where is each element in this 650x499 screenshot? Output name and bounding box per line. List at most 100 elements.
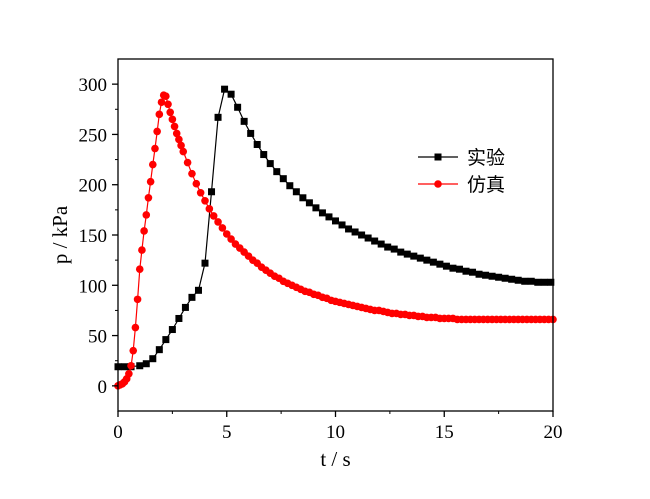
data-point xyxy=(547,278,555,286)
x-tick-label: 5 xyxy=(222,422,232,443)
data-point xyxy=(273,168,281,176)
data-point xyxy=(149,160,157,169)
y-tick-label: 250 xyxy=(79,125,108,146)
series-1 xyxy=(114,91,557,390)
data-point xyxy=(208,188,216,196)
data-point xyxy=(397,248,405,256)
data-point xyxy=(157,98,166,107)
data-point xyxy=(292,188,300,196)
x-tick-label: 15 xyxy=(435,422,454,443)
data-point xyxy=(462,267,470,275)
data-point xyxy=(429,258,437,266)
data-point xyxy=(125,369,133,378)
data-point xyxy=(403,250,411,258)
data-point xyxy=(127,361,135,370)
data-point xyxy=(540,278,548,286)
data-point xyxy=(332,217,339,225)
data-point xyxy=(345,225,353,233)
data-point xyxy=(144,193,153,202)
data-point xyxy=(416,254,424,262)
legend-marker xyxy=(434,153,442,161)
data-point xyxy=(227,90,235,98)
data-point xyxy=(534,278,542,286)
y-tick-label: 150 xyxy=(79,226,108,247)
data-point xyxy=(133,295,142,304)
data-point xyxy=(240,117,248,125)
legend-marker xyxy=(434,180,442,188)
data-point xyxy=(170,122,179,131)
data-point xyxy=(188,169,196,178)
x-axis-title: t / s xyxy=(320,447,350,471)
y-tick-label: 0 xyxy=(98,377,108,398)
data-point xyxy=(188,293,196,301)
data-point xyxy=(247,129,255,137)
data-point xyxy=(312,204,320,212)
data-point xyxy=(131,323,140,332)
series-line xyxy=(118,88,551,368)
x-tick-label: 0 xyxy=(113,422,123,443)
data-point xyxy=(146,177,155,186)
data-point xyxy=(482,271,490,279)
data-point xyxy=(205,205,214,213)
data-point xyxy=(469,268,477,276)
data-point xyxy=(121,363,129,371)
data-point xyxy=(209,212,218,220)
data-point xyxy=(527,277,535,285)
data-point xyxy=(495,273,503,281)
data-point xyxy=(488,272,496,280)
series-0 xyxy=(114,85,555,371)
data-point xyxy=(410,252,418,260)
data-point xyxy=(377,240,385,248)
data-point xyxy=(194,286,202,294)
data-point xyxy=(221,85,229,93)
data-point xyxy=(442,262,450,270)
data-point xyxy=(136,362,144,370)
data-point xyxy=(227,235,235,243)
data-point xyxy=(501,274,509,282)
y-tick-label: 300 xyxy=(79,75,108,96)
data-point xyxy=(135,265,144,273)
data-point xyxy=(179,147,188,156)
x-tick-label: 20 xyxy=(544,422,563,443)
data-point xyxy=(338,221,346,229)
data-point xyxy=(299,194,307,202)
data-point xyxy=(214,113,222,121)
data-point xyxy=(325,213,333,221)
data-point xyxy=(166,108,174,117)
data-point xyxy=(155,346,163,354)
data-point xyxy=(201,197,209,205)
data-point xyxy=(436,260,444,268)
data-point xyxy=(162,336,170,344)
data-point xyxy=(222,230,231,238)
plot-frame xyxy=(117,58,554,412)
data-point xyxy=(455,265,463,273)
data-point xyxy=(175,135,183,144)
data-point xyxy=(514,276,522,284)
data-point xyxy=(384,243,392,251)
data-point xyxy=(475,270,483,278)
data-point xyxy=(253,140,261,148)
data-point xyxy=(279,175,287,183)
data-point xyxy=(138,246,146,254)
data-point xyxy=(142,211,151,219)
y-tick-label: 50 xyxy=(88,327,107,348)
data-point xyxy=(218,224,227,232)
legend-entry-1: 仿真 xyxy=(418,174,505,196)
data-point xyxy=(151,144,159,153)
data-point xyxy=(168,115,177,124)
legend-entry-0: 实验 xyxy=(418,147,505,169)
data-point xyxy=(351,228,359,236)
legend-label: 实验 xyxy=(467,147,505,169)
data-point xyxy=(142,360,150,368)
data-point xyxy=(521,277,529,285)
data-point xyxy=(140,227,148,235)
data-point xyxy=(164,100,172,109)
data-point xyxy=(423,256,431,264)
data-point xyxy=(234,103,242,111)
data-point xyxy=(305,199,313,207)
y-axis-title: p / kPa xyxy=(48,205,72,264)
data-point xyxy=(181,303,189,311)
data-point xyxy=(318,209,326,217)
